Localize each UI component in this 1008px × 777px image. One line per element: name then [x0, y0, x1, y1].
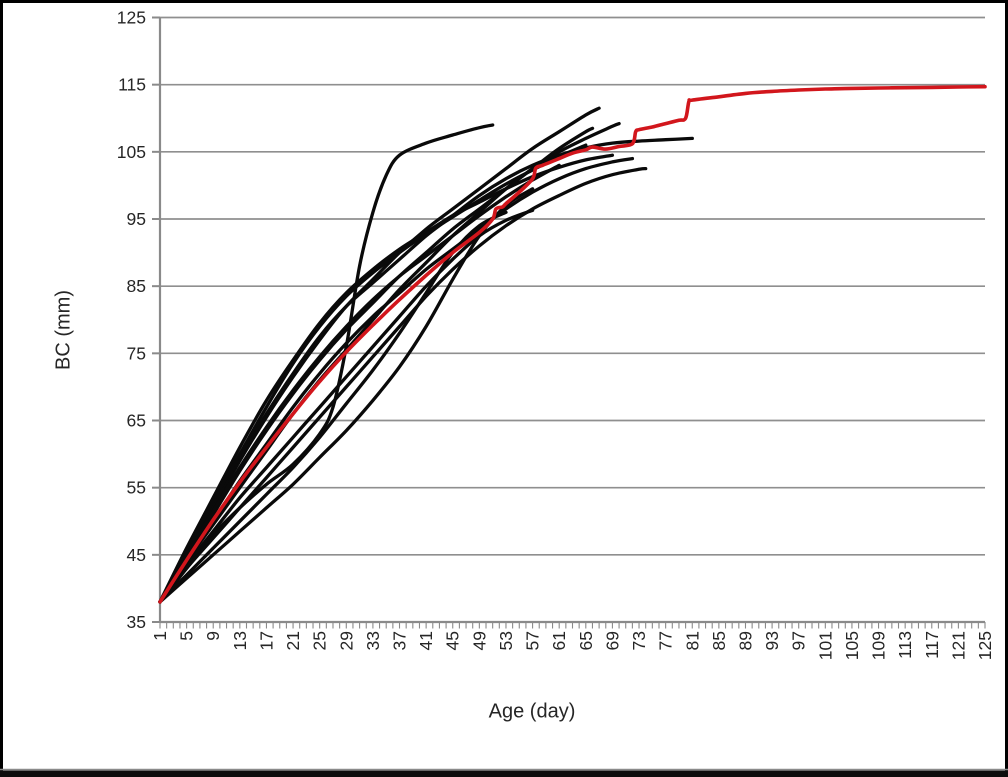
x-tick-label: 33: [363, 631, 383, 650]
x-tick-label: 117: [922, 631, 942, 659]
series-line-bird-6: [158, 156, 635, 604]
x-tick-label: 17: [256, 631, 276, 650]
x-tick-label: 89: [735, 631, 755, 650]
x-tick-label: 93: [762, 631, 782, 650]
x-tick-label: 5: [177, 631, 197, 641]
y-tick-label: 65: [127, 411, 146, 431]
x-tick-label: 29: [336, 631, 356, 650]
x-tick-label: 109: [869, 631, 889, 660]
y-tick-label: 45: [127, 545, 146, 565]
x-tick-label: 97: [789, 631, 809, 650]
series-line-bird-3: [158, 208, 535, 604]
y-tick-label: 105: [117, 142, 146, 162]
x-tick-label: 1: [150, 631, 170, 641]
x-tick-label: 45: [443, 631, 463, 650]
series-line-bird-12: [158, 187, 535, 604]
y-tick-label: 95: [127, 209, 146, 229]
x-tick-label: 69: [602, 631, 622, 650]
x-tick-label: 81: [682, 631, 702, 650]
x-tick-label: 85: [709, 631, 729, 650]
bottom-band: [0, 770, 1008, 777]
y-tick-label: 55: [127, 478, 146, 498]
series-line-mean: [158, 84, 987, 604]
x-tick-label: 49: [469, 631, 489, 650]
series-line-bird-4: [158, 136, 694, 604]
y-axis-title: BC (mm): [52, 290, 75, 370]
x-tick-label: 113: [895, 631, 915, 659]
x-tick-label: 57: [523, 631, 543, 650]
y-tick-label: 125: [117, 8, 146, 28]
y-tick-label: 85: [127, 276, 146, 296]
x-tick-label: 77: [656, 631, 676, 650]
series-line-bird-8: [158, 143, 588, 604]
y-tick-label: 115: [118, 75, 146, 95]
x-tick-label: 73: [629, 631, 649, 650]
x-tick-label: 13: [230, 631, 250, 650]
x-tick-label: 101: [815, 631, 835, 660]
x-tick-label: 121: [948, 631, 968, 660]
x-tick-label: 105: [842, 631, 862, 660]
x-tick-label: 9: [203, 631, 223, 641]
x-tick-label: 41: [416, 631, 436, 650]
x-tick-label: 37: [390, 631, 410, 650]
y-tick-label: 35: [127, 612, 146, 632]
x-tick-label: 61: [549, 631, 569, 650]
x-tick-label: 65: [576, 631, 596, 650]
x-axis-title: Age (day): [488, 700, 576, 723]
series-line-bird-10: [158, 163, 561, 604]
x-tick-label: 25: [310, 631, 330, 650]
x-tick-label: 125: [975, 631, 995, 660]
series-line-bird-2: [158, 106, 601, 604]
x-tick-label: 53: [496, 631, 516, 650]
y-tick-label: 75: [127, 343, 146, 363]
x-tick-label: 21: [283, 631, 303, 650]
